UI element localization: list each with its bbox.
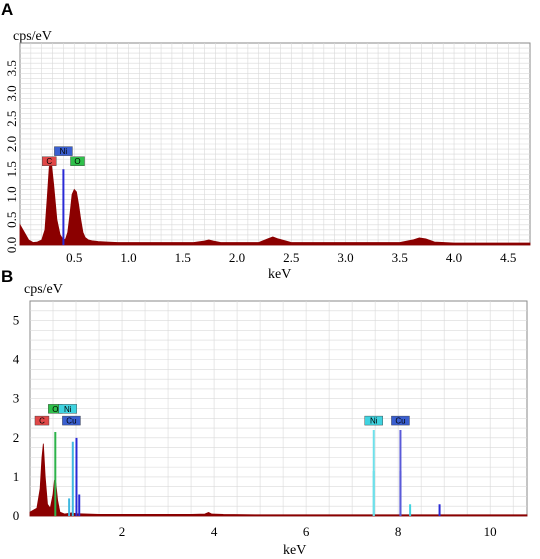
panel-b-xlabel: keV xyxy=(283,543,306,558)
x-tick-label: 0.5 xyxy=(66,250,82,265)
peak-label: Cu xyxy=(66,417,76,426)
peak-label-box xyxy=(58,404,77,414)
y-tick-label: 3 xyxy=(13,391,20,406)
x-tick-label: 3.0 xyxy=(337,250,353,265)
y-tick-label: 5 xyxy=(13,313,20,328)
x-tick-label: 4.0 xyxy=(446,250,462,265)
y-tick-label: 4 xyxy=(13,352,20,367)
y-tick-label: 2.5 xyxy=(4,111,19,127)
y-tick-label: 2.0 xyxy=(4,136,19,152)
y-tick-label: 1.0 xyxy=(4,186,19,202)
y-tick-label: 3.5 xyxy=(4,60,19,76)
y-tick-label: 0.0 xyxy=(4,237,19,253)
peak-label: Cu xyxy=(395,417,405,426)
peak-label-box xyxy=(42,156,57,166)
panel-b-ylabel: cps/eV xyxy=(24,282,63,297)
peak-label-box xyxy=(364,415,383,426)
peak-label-box xyxy=(34,415,50,426)
x-tick-label: 2 xyxy=(119,524,126,539)
y-tick-label: 1 xyxy=(13,469,20,484)
y-tick-label: 2 xyxy=(13,430,20,445)
peak-label: C xyxy=(46,157,52,166)
x-tick-label: 6 xyxy=(303,524,310,539)
x-tick-label: 1.5 xyxy=(175,250,191,265)
panel-b: B cps/eV keV CO Ni Cu Ni Cu 2 4 6 8 10 0 1 2 3 4 5 xyxy=(1,267,528,558)
x-tick-label: 8 xyxy=(395,524,402,539)
x-tick-label: 4.5 xyxy=(500,250,516,265)
y-tick-label: 3.0 xyxy=(4,85,19,101)
panel-a-letter: A xyxy=(1,0,13,19)
x-tick-label: 2.0 xyxy=(229,250,245,265)
peak-label: Ni xyxy=(60,147,68,156)
x-tick-label: 3.5 xyxy=(392,250,408,265)
peak-label-box xyxy=(54,146,73,156)
peak-label-box xyxy=(62,415,81,426)
panel-a: A cps/eV keV C Ni O 0.5 1.0 1.5 2.0 2.5 3.0 3.5 4.… xyxy=(1,0,531,282)
panel-a-xlabel: keV xyxy=(268,267,291,282)
panel-a-ylabel: cps/eV xyxy=(13,29,52,44)
y-tick-label: 1.5 xyxy=(4,161,19,177)
peak-label: Ni xyxy=(370,417,378,426)
x-tick-label: 2.5 xyxy=(283,250,299,265)
peak-label: O xyxy=(52,405,58,414)
panel-b-letter: B xyxy=(1,267,13,286)
peak-label: Ni xyxy=(64,405,72,414)
y-tick-label: 0.5 xyxy=(4,212,19,228)
y-tick-label: 0 xyxy=(13,508,20,523)
spectrum-area xyxy=(29,443,528,517)
peak-label: C xyxy=(39,417,45,426)
x-tick-label: 10 xyxy=(484,524,497,539)
peak-label-box xyxy=(70,156,85,166)
peak-label: O xyxy=(74,157,80,166)
x-tick-label: 4 xyxy=(211,524,218,539)
peak-label-box xyxy=(391,415,410,426)
x-tick-label: 1.0 xyxy=(120,250,136,265)
